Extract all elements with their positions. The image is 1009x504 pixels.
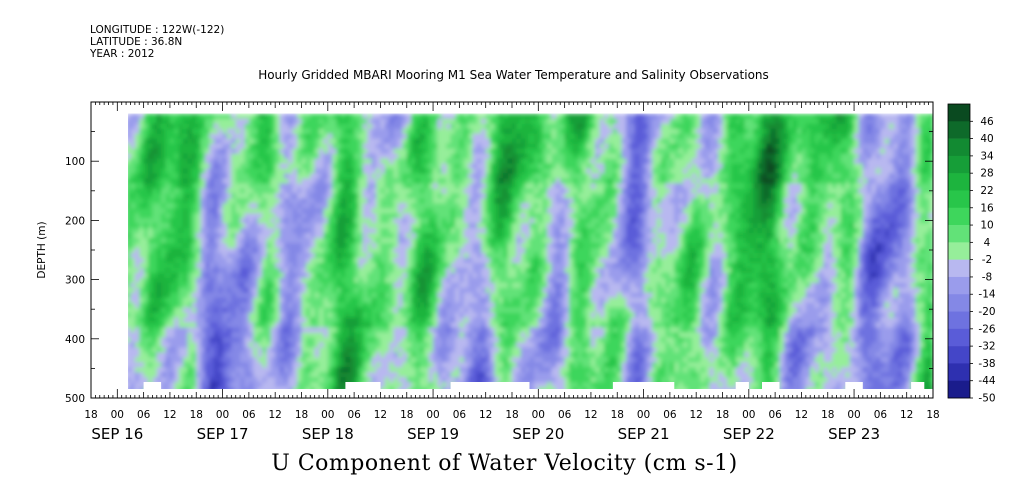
x-hour-tick-label: 18	[611, 409, 624, 421]
colorbar-tick-label: -38	[978, 358, 995, 370]
colorbar-swatch	[948, 121, 970, 139]
colorbar-swatch	[948, 328, 970, 347]
colorbar-tick-label: -44	[978, 375, 995, 387]
x-hour-tick-label: 00	[426, 409, 439, 421]
y-axis: 100 200 300 400 500	[65, 101, 933, 405]
x-hour-tick-label: 00	[321, 409, 334, 421]
x-hour-tick-label: 06	[663, 409, 677, 421]
colorbar-swatch	[948, 155, 970, 174]
x-hour-tick-label: 00	[637, 409, 650, 421]
colorbar-swatch	[948, 225, 970, 243]
x-hour-tick-label: 06	[453, 409, 467, 421]
x-hour-tick-label: 12	[374, 409, 387, 421]
latitude-text: LATITUDE : 36.8N	[90, 36, 183, 48]
y-tick-label: 500	[65, 393, 85, 405]
x-date-label: SEP 17	[197, 425, 249, 443]
x-hour-tick-label: 06	[768, 409, 782, 421]
x-hour-tick-label: 12	[584, 409, 597, 421]
colorbar-tick-label: 22	[980, 185, 993, 197]
x-hour-tick-label: 12	[795, 409, 808, 421]
x-axis-ticks	[90, 102, 934, 398]
colorbar-swatch	[948, 294, 970, 312]
x-date-label: SEP 18	[302, 425, 354, 443]
x-hour-tick-label: 06	[874, 409, 888, 421]
x-date-label: SEP 19	[407, 425, 459, 443]
colorbar-tick-label: 4	[984, 237, 991, 249]
x-hour-tick-label: 00	[847, 409, 860, 421]
colorbar-tick-label: -8	[982, 271, 992, 283]
colorbar-tick-label: 34	[980, 150, 994, 162]
x-hour-tick-label: 00	[216, 409, 229, 421]
x-date-label: SEP 22	[723, 425, 775, 443]
x-hour-tick-label: 06	[242, 409, 256, 421]
colorbar-tick-label: 46	[980, 116, 994, 128]
colorbar-swatch	[948, 276, 970, 295]
colorbar: 46 40 34 28 22 16 10 4 -2 -8 -14 -20 -26 -32 -38 -44 -50	[947, 103, 996, 405]
colorbar-swatch	[948, 259, 970, 278]
x-hour-tick-label: 12	[269, 409, 282, 421]
x-hour-tick-label: 12	[479, 409, 492, 421]
y-tick-label: 300	[65, 275, 85, 287]
x-hour-tick-label: 18	[926, 409, 939, 421]
colorbar-tick-label: -14	[978, 289, 995, 301]
colorbar-tick-label: 28	[980, 168, 993, 180]
x-hour-tick-label: 18	[821, 409, 834, 421]
x-hour-tick-label: 12	[900, 409, 913, 421]
heatmap-field	[128, 113, 933, 389]
x-date-label: SEP 23	[828, 425, 880, 443]
y-tick-label: 400	[65, 334, 85, 346]
x-axis-labels: 18 00 06 12 18 00 06 12 18 00 06 12 18 00 06 12 18 00 06 12…	[84, 409, 939, 443]
chart-title: Hourly Gridded MBARI Mooring M1 Sea Wate…	[258, 68, 769, 82]
x-hour-tick-label: 00	[111, 409, 124, 421]
colorbar-swatch	[948, 173, 970, 191]
colorbar-swatch	[948, 242, 970, 260]
x-hour-tick-label: 00	[532, 409, 545, 421]
colorbar-tick-label: -2	[982, 254, 992, 266]
colorbar-tick-label: -20	[978, 306, 995, 318]
colorbar-tick-label: 10	[980, 220, 993, 232]
colorbar-swatch	[948, 380, 970, 399]
x-hour-tick-label: 18	[84, 409, 97, 421]
colorbar-tick-label: 16	[980, 202, 994, 214]
x-date-label: SEP 21	[618, 425, 670, 443]
colorbar-swatch	[948, 311, 970, 330]
x-date-label: SEP 20	[512, 425, 564, 443]
x-hour-tick-label: 18	[505, 409, 518, 421]
x-hour-tick-label: 06	[347, 409, 361, 421]
x-hour-tick-label: 18	[716, 409, 729, 421]
colorbar-swatch	[948, 363, 970, 382]
x-hour-tick-label: 00	[742, 409, 755, 421]
heatmap-cells	[128, 113, 933, 389]
x-hour-tick-label: 06	[558, 409, 572, 421]
colorbar-tick-label: 40	[980, 133, 993, 145]
colorbar-swatch	[948, 207, 970, 226]
colorbar-title: U Component of Water Velocity (cm s-1)	[271, 451, 738, 476]
colorbar-swatch	[948, 190, 970, 209]
x-hour-tick-label: 18	[295, 409, 308, 421]
data-gaps	[143, 382, 925, 390]
colorbar-swatch	[948, 138, 970, 157]
y-tick-label: 200	[65, 215, 85, 227]
x-hour-tick-label: 12	[690, 409, 703, 421]
colorbar-swatch	[948, 346, 970, 364]
x-hour-tick-label: 18	[190, 409, 203, 421]
x-hour-tick-label: 06	[137, 409, 151, 421]
longitude-text: LONGITUDE : 122W(-122)	[90, 24, 225, 36]
y-axis-label: DEPTH (m)	[36, 221, 48, 278]
x-hour-tick-label: 12	[163, 409, 176, 421]
colorbar-swatch	[948, 104, 970, 122]
colorbar-tick-label: -32	[978, 341, 995, 353]
colorbar-tick-label: -50	[978, 393, 995, 405]
year-text: YEAR : 2012	[90, 48, 155, 60]
colorbar-tick-label: -26	[978, 323, 995, 335]
x-date-label: SEP 16	[91, 425, 143, 443]
x-hour-tick-label: 18	[400, 409, 413, 421]
y-tick-label: 100	[65, 156, 85, 168]
